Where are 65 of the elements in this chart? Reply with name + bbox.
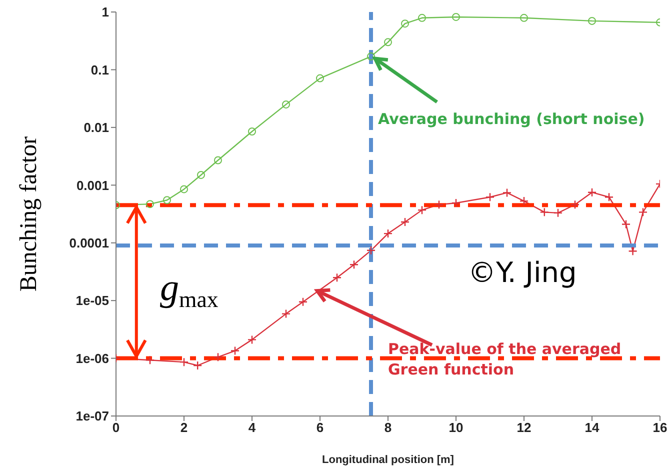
- point: [146, 200, 154, 208]
- point: [180, 185, 188, 194]
- x-tick-label: 8: [384, 420, 392, 436]
- annotation: ©Y. Jing: [468, 256, 577, 289]
- x-tick-label: 10: [448, 420, 464, 436]
- point: [214, 156, 222, 164]
- annotation: Average bunching (short noise): [378, 110, 645, 128]
- point: [213, 352, 223, 362]
- point: [298, 297, 308, 306]
- y-tick-label: 0.001: [76, 178, 109, 193]
- point: [520, 14, 528, 22]
- x-tick-label: 0: [112, 420, 120, 436]
- point: [502, 188, 512, 198]
- x-tick-label: 6: [316, 420, 324, 436]
- point: [638, 208, 648, 217]
- x-tick-label: 14: [584, 420, 600, 436]
- point: [247, 335, 257, 344]
- point: [400, 217, 410, 227]
- y-tick-label: 0.0001: [69, 235, 109, 250]
- point: [418, 14, 426, 22]
- point: [621, 220, 631, 229]
- point: [367, 52, 375, 60]
- point: [230, 346, 240, 356]
- x-tick-label: 4: [248, 420, 256, 436]
- x-tick-label: 12: [516, 420, 532, 436]
- point: [628, 246, 638, 256]
- point: [281, 309, 291, 318]
- point: [163, 196, 171, 204]
- point: [332, 273, 342, 282]
- point: [145, 356, 155, 365]
- point: [485, 192, 495, 202]
- point: [553, 208, 563, 218]
- point: [519, 196, 529, 206]
- point: [248, 128, 256, 136]
- point: [401, 20, 409, 28]
- y-tick-label: 0.01: [84, 120, 109, 136]
- x-axis-title: Longitudinal position [m]: [322, 454, 454, 466]
- point: [540, 208, 549, 217]
- point: [193, 360, 202, 370]
- point: [282, 100, 290, 108]
- x-tick-label: 16: [652, 420, 668, 436]
- point: [451, 198, 461, 208]
- point: [434, 200, 444, 210]
- y-tick-label: 0.1: [90, 62, 109, 78]
- point: [197, 170, 205, 179]
- point: [179, 357, 189, 367]
- y-tick-label: 1e-06: [76, 350, 109, 366]
- point: [587, 188, 597, 197]
- point: [384, 38, 392, 46]
- point: [452, 12, 460, 21]
- point: [604, 192, 614, 202]
- y-tick-label: 1e-07: [76, 408, 109, 424]
- y-tick-label: 1e-05: [76, 293, 109, 308]
- point: [417, 205, 427, 215]
- x-tick-label: 2: [180, 420, 188, 436]
- annotation: g$_{max}$: [160, 267, 219, 312]
- point: [316, 74, 324, 82]
- point: [349, 260, 359, 270]
- annotation: Peak-value of the averaged Green function: [388, 340, 622, 378]
- point: [588, 16, 596, 25]
- y-tick-label: 1: [102, 4, 109, 20]
- point: [366, 246, 376, 256]
- y-axis-title: Bunching factor: [16, 136, 42, 292]
- point: [383, 228, 393, 238]
- point: [570, 200, 580, 210]
